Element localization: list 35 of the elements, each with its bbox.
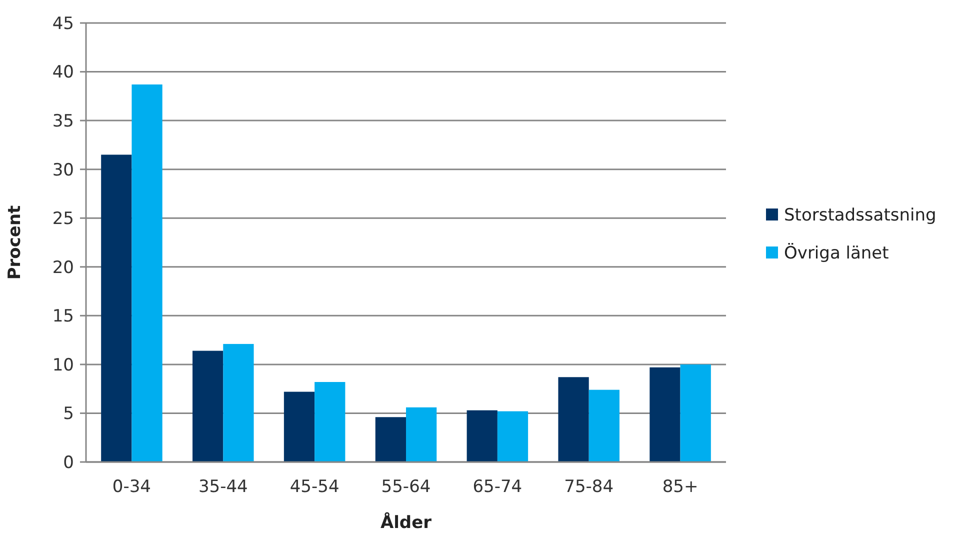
y-axis-title: Procent	[5, 205, 25, 280]
x-tick-label: 65-74	[472, 477, 522, 497]
bar	[192, 350, 224, 462]
x-tick-label: 0-34	[112, 477, 152, 497]
y-tick-label: 15	[52, 306, 74, 327]
bar	[284, 392, 315, 462]
y-tick-label: 35	[52, 112, 74, 132]
bar	[223, 344, 254, 462]
y-tick-label: 40	[52, 62, 74, 83]
y-tick-label: 10	[52, 355, 74, 376]
legend-label: Övriga länet	[784, 242, 890, 264]
bar	[588, 390, 620, 462]
legend-label: Storstadssatsning	[784, 205, 936, 226]
y-tick-label: 0	[63, 452, 74, 473]
x-tick-label: 75-84	[564, 477, 614, 497]
y-tick-label: 20	[52, 258, 74, 278]
bar	[650, 367, 680, 462]
x-tick-label: 35-44	[198, 477, 248, 497]
x-tick-label: 45-54	[290, 477, 340, 497]
bar	[101, 154, 132, 462]
x-tick-label: 55-64	[381, 477, 431, 497]
bar	[497, 411, 528, 462]
y-tick-label: 25	[52, 209, 74, 230]
bar	[466, 410, 498, 462]
bar	[375, 417, 406, 462]
bar	[680, 364, 711, 462]
x-tick-label: 85+	[662, 477, 698, 497]
y-tick-label: 30	[52, 160, 74, 180]
bar	[314, 382, 346, 462]
bar	[558, 377, 589, 462]
bar	[406, 407, 437, 462]
y-tick-label: 45	[52, 14, 74, 34]
x-axis-title: Ålder	[380, 512, 432, 533]
bar	[132, 84, 162, 462]
y-tick-label: 5	[63, 404, 74, 424]
